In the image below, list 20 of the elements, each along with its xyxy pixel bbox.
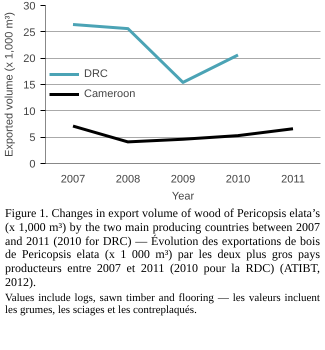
x-tick-label: 2008 bbox=[116, 174, 140, 186]
caption: Figure 1. Changes in export volume of wood of Pericopsis elata’s (x 1,000 m³) by the two main producing countries between 2007 and 2011 (2010 for DRC) — Évolution des exportations de bois de Pericopsis elata (x 1 000 m³) par les deux plus gros pays producteurs entre 2007 et 2011 (2010 pour la RDC) (ATIBT, 2012). bbox=[5, 206, 320, 290]
legend-label: DRC bbox=[84, 68, 108, 80]
y-tick-label: 10 bbox=[23, 106, 36, 118]
x-tick-label: 2011 bbox=[281, 174, 305, 186]
x-axis-title: Year bbox=[172, 190, 194, 202]
y-tick-label: 0 bbox=[29, 158, 36, 170]
x-tick-label: 2010 bbox=[226, 174, 250, 186]
y-tick-label: 30 bbox=[23, 0, 36, 12]
y-tick-label: 15 bbox=[23, 80, 36, 92]
legend-label: Cameroon bbox=[84, 88, 136, 100]
x-tick-label: 2009 bbox=[170, 174, 196, 186]
text: Values include logs, sawn timber and flooring — les valeurs incluent les grumes, les sciages et les contreplaqués. bbox=[5, 292, 320, 318]
line-series bbox=[72, 124, 294, 144]
y-axis-title: Exported volume (x 1,000 m³) bbox=[3, 12, 16, 157]
line-series bbox=[72, 22, 240, 84]
y-tick-label: 25 bbox=[23, 26, 36, 39]
y-tick-label: 5 bbox=[29, 132, 36, 144]
y-tick-label: 20 bbox=[23, 53, 36, 66]
x-tick-label: 2007 bbox=[60, 174, 86, 186]
